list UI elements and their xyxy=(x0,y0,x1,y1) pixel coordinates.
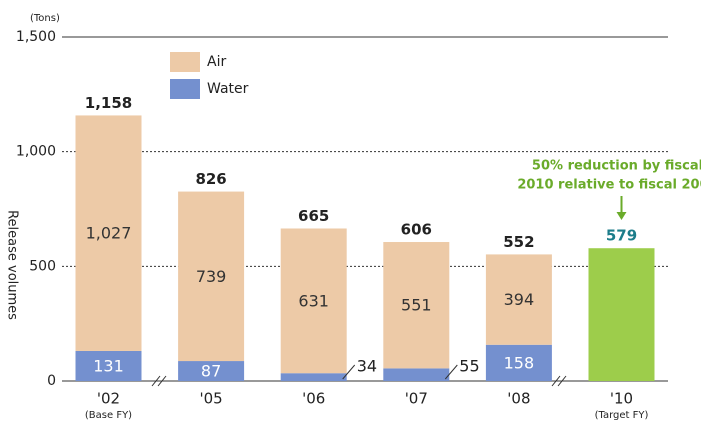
value-label: 158 xyxy=(504,353,535,372)
value-label: 631 xyxy=(298,291,329,310)
leader-line xyxy=(444,364,458,380)
x-tick-label: '07 xyxy=(405,390,428,408)
x-tick-label: '06 xyxy=(302,390,325,408)
bar-segment xyxy=(75,350,142,381)
annotation-arrowhead xyxy=(616,212,627,220)
axis-break xyxy=(157,375,167,387)
value-label: 34 xyxy=(357,357,377,376)
unit-label: (Tons) xyxy=(30,13,60,24)
bar-segment xyxy=(280,373,347,381)
annotation: 50% reduction by fiscal xyxy=(532,159,701,174)
bar-segment xyxy=(75,115,142,351)
bar-segment xyxy=(485,344,552,381)
value-label: 55 xyxy=(459,357,479,376)
x-tick-label: '08 xyxy=(507,390,530,408)
legend-label: Water xyxy=(207,81,249,97)
y-tick-label: 500 xyxy=(29,258,56,274)
value-label: 394 xyxy=(504,290,535,309)
bar-segment xyxy=(280,228,347,374)
y-tick-label: 0 xyxy=(47,373,56,389)
axis-break xyxy=(151,375,161,387)
target-bar xyxy=(588,248,655,381)
y-tick-label: 1,500 xyxy=(16,29,56,45)
y-axis-label: Release volumes xyxy=(5,210,20,320)
total-label: 552 xyxy=(503,233,534,251)
axis-break xyxy=(557,375,567,387)
annotation: 2010 relative to fiscal 2002 xyxy=(517,178,701,193)
y-tick-label: 1,000 xyxy=(16,144,56,160)
total-label: 665 xyxy=(298,207,329,225)
x-tick-note: (Base FY) xyxy=(85,410,132,421)
bar-segment xyxy=(178,361,245,381)
value-label: 131 xyxy=(93,356,124,375)
total-label: 826 xyxy=(195,170,226,188)
value-label: 87 xyxy=(201,362,221,381)
value-label: 1,027 xyxy=(86,224,132,243)
total-label: 1,158 xyxy=(85,94,132,112)
bar-segment xyxy=(383,242,450,369)
axis-break xyxy=(551,375,561,387)
total-label: 579 xyxy=(606,227,637,245)
value-label: 739 xyxy=(196,267,227,286)
x-tick-label: '10 xyxy=(610,390,633,408)
leader-line xyxy=(342,364,356,380)
legend-swatch xyxy=(170,52,200,72)
bar-segment xyxy=(383,368,450,381)
bar-segment xyxy=(178,191,245,362)
value-label: 551 xyxy=(401,296,432,315)
x-tick-label: '02 xyxy=(97,390,120,408)
bar-segment xyxy=(485,254,552,345)
x-tick-label: '05 xyxy=(199,390,222,408)
x-tick-note: (Target FY) xyxy=(595,410,649,421)
legend-label: Air xyxy=(207,54,226,70)
total-label: 606 xyxy=(401,221,432,239)
legend-swatch xyxy=(170,79,200,99)
